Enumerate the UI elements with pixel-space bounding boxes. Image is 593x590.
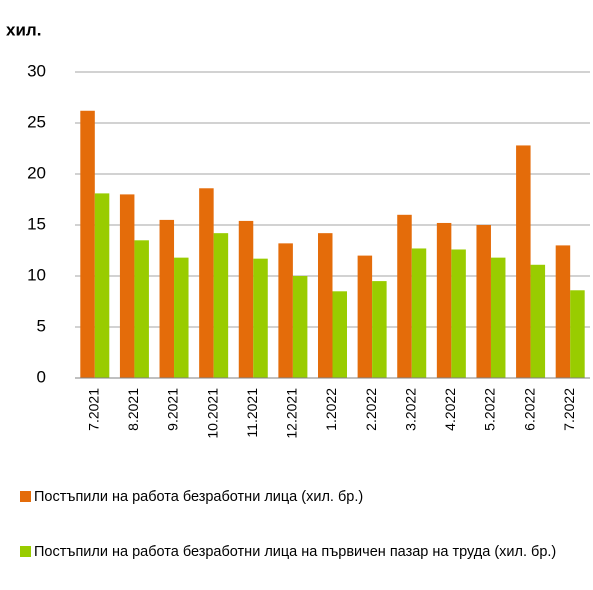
- y-tick-label: 30: [27, 61, 46, 80]
- x-tick-label: 5.2022: [482, 388, 498, 431]
- y-axis-label: хил.: [6, 20, 41, 39]
- bar: [119, 194, 135, 378]
- bar: [570, 290, 585, 378]
- bar: [372, 281, 387, 378]
- x-tick-label: 11.2021: [244, 388, 260, 438]
- bar: [213, 233, 229, 378]
- x-tick-label: 9.2021: [165, 388, 181, 431]
- x-tick-label: 2.2022: [363, 388, 379, 431]
- bar: [411, 248, 427, 378]
- bar: [516, 145, 531, 378]
- bar: [451, 249, 466, 378]
- legend-item: Постъпили на работа безработни лица (хил…: [20, 485, 590, 509]
- legend-label: Постъпили на работа безработни лица на п…: [34, 544, 557, 560]
- bar: [253, 258, 268, 378]
- legend-swatch: [20, 546, 31, 557]
- x-tick-label: 3.2022: [402, 388, 418, 431]
- x-tick-label: 7.2021: [86, 388, 102, 431]
- bar: [292, 276, 308, 378]
- y-tick-label: 25: [27, 112, 46, 131]
- legend-swatch: [20, 491, 31, 502]
- bar: [199, 188, 214, 378]
- x-tick-label: 12.2021: [284, 388, 300, 439]
- legend-item: Постъпили на работа безработни лица на п…: [20, 540, 575, 564]
- x-tick-label: 4.2022: [442, 388, 458, 431]
- bar: [555, 245, 571, 378]
- bar: [318, 233, 333, 378]
- y-tick-label: 15: [27, 214, 46, 233]
- bar: [159, 219, 175, 378]
- bar: [238, 220, 254, 378]
- x-tick-label: 6.2022: [521, 388, 537, 431]
- legend: Постъпили на работа безработни лица (хил…: [20, 485, 590, 564]
- bar: [436, 222, 452, 378]
- bar: [476, 225, 491, 378]
- legend-label: Постъпили на работа безработни лица (хил…: [34, 489, 364, 505]
- x-tick-label: 8.2021: [125, 388, 141, 431]
- y-tick-label: 5: [37, 316, 46, 335]
- x-tick-label: 10.2021: [204, 388, 220, 439]
- y-tick-label: 20: [27, 163, 46, 182]
- bar: [490, 257, 506, 378]
- bar: [397, 214, 412, 378]
- bar: [94, 193, 110, 378]
- bar: [134, 240, 149, 378]
- bar: [278, 243, 293, 378]
- y-tick-label: 0: [37, 367, 46, 386]
- bar: [174, 257, 189, 378]
- chart: хил. 0 5 10 15 20 25 30 7.2021 8.2021 9.2021 10.20…: [6, 20, 590, 439]
- bar: [332, 291, 347, 378]
- x-tick-label: 7.2022: [561, 388, 577, 431]
- bar: [357, 255, 373, 378]
- y-tick-label: 10: [27, 265, 46, 284]
- bar: [530, 264, 546, 378]
- bar: [80, 110, 95, 378]
- x-tick-label: 1.2022: [323, 388, 339, 431]
